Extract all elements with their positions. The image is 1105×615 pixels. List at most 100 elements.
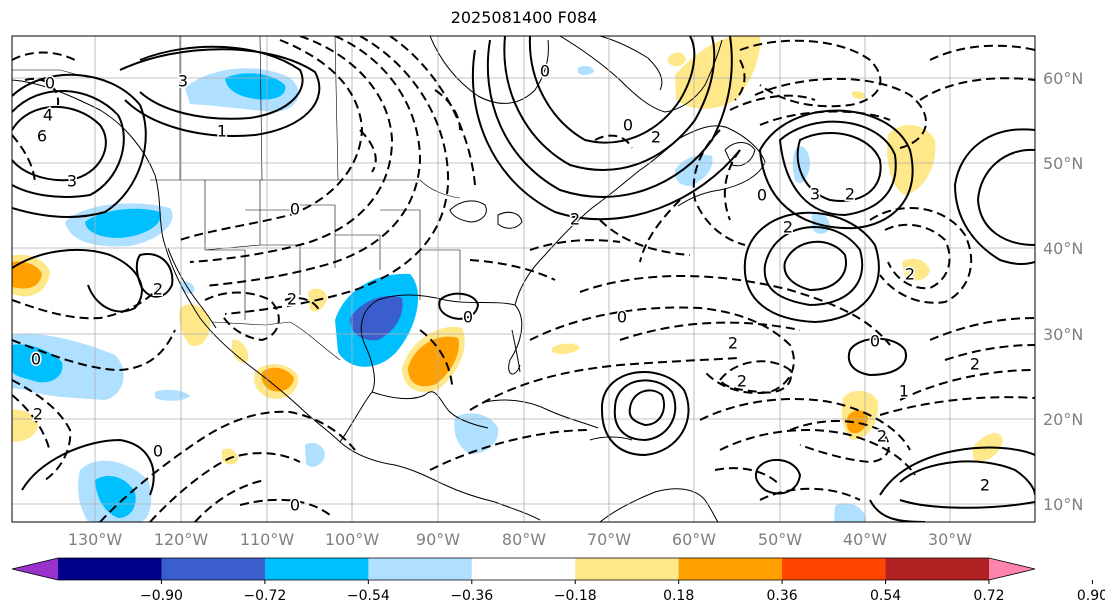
- lat-label: 20°N: [1043, 410, 1083, 429]
- contour-negative: [714, 467, 781, 486]
- shade-negative-core: [85, 208, 161, 238]
- contour-positive: [758, 109, 914, 230]
- contour-negative: [879, 396, 1035, 416]
- coastline-greenland: [599, 36, 663, 91]
- contour-positive: [139, 45, 304, 120]
- colorbar-bin: [678, 558, 783, 580]
- coastline-central-america: [339, 441, 541, 521]
- coastline-hispaniola: [589, 436, 633, 441]
- contour-label: 0: [463, 308, 473, 327]
- contour-label: 0: [540, 62, 550, 81]
- contour-negative: [204, 36, 422, 287]
- lon-label: 120°W: [154, 530, 209, 549]
- contour-positive: [783, 240, 847, 292]
- contour-negative: [419, 329, 453, 386]
- contour-positive: [796, 132, 882, 202]
- coastline-hudson-bay: [429, 36, 549, 104]
- shade-positive-region: [902, 258, 930, 281]
- contour-negative: [869, 207, 973, 304]
- colorbar-tick-label: 0.54: [870, 588, 901, 604]
- colorbar-bin: [575, 558, 680, 580]
- contour-negative: [429, 429, 591, 471]
- contour-label: 0: [45, 74, 55, 93]
- contour-negative: [24, 77, 60, 106]
- contour-positive: [12, 248, 143, 313]
- contour-label: 0: [153, 442, 163, 461]
- contour-negative: [579, 275, 891, 346]
- contour-label: 3: [67, 172, 77, 191]
- coastline-yucatan: [371, 391, 489, 429]
- coastline-east-us: [514, 137, 681, 306]
- colorbar-bin: [885, 558, 990, 580]
- contour-negative: [692, 129, 746, 246]
- colorbar: −0.90 −0.72 −0.54 −0.36 −0.18 0.18 0.36 0.54 0.7…: [11, 557, 1105, 604]
- colorbar-bin: [782, 558, 887, 580]
- coastline-newfoundland: [724, 142, 756, 167]
- coastline-north-america-west: [12, 79, 341, 443]
- coastline-labrador: [559, 36, 723, 113]
- border-us-states: [204, 180, 461, 320]
- shade-negative-region: [454, 413, 499, 454]
- shade-negative-core: [95, 476, 136, 518]
- contour-positive: [743, 211, 880, 324]
- shade-positive-core: [846, 410, 868, 434]
- shade-negative-core: [350, 296, 403, 341]
- contour-negative: [149, 452, 301, 522]
- border-us-canada: [150, 179, 461, 199]
- colorbar-tick-label: −0.72: [243, 588, 286, 604]
- contour-negative: [12, 394, 51, 453]
- contour-positive: [628, 389, 665, 427]
- lat-label: 60°N: [1043, 69, 1083, 88]
- contour-negative: [594, 134, 633, 149]
- shade-positive-region: [675, 36, 761, 109]
- contour-label: 1: [899, 382, 909, 401]
- lon-label: 100°W: [325, 530, 380, 549]
- contour-positive: [12, 90, 125, 198]
- lon-label: 110°W: [240, 530, 295, 549]
- lon-label: 60°W: [672, 530, 716, 549]
- graticule: [12, 36, 1035, 522]
- colorbar-extend-high: [989, 558, 1035, 580]
- contour-negative: [12, 134, 36, 186]
- shade-positive-core: [261, 367, 294, 392]
- contour-negative: [189, 36, 394, 263]
- contour-negative: [599, 219, 691, 256]
- contour-positive: [503, 36, 716, 171]
- lon-label: 50°W: [758, 530, 802, 549]
- contour-negative: [284, 297, 321, 313]
- contour-label: 3: [810, 185, 820, 204]
- contour-negative: [759, 487, 861, 501]
- contour-negative: [899, 369, 1035, 401]
- shade-negative-core: [12, 344, 63, 383]
- contour-negative: [224, 36, 450, 315]
- lon-label: 30°W: [928, 530, 972, 549]
- contour-labels: 0 3 6 4 3 1 0 2 0 0 2 2 0 2 0 2 2 3 2 2 …: [29, 60, 991, 516]
- coastline-canada-east: [677, 125, 766, 207]
- contour-label: 2: [287, 290, 297, 309]
- contour-negative: [619, 321, 801, 341]
- border-us-mexico: [211, 321, 341, 361]
- lat-label: 10°N: [1043, 495, 1083, 514]
- map-frame: [11, 35, 1036, 523]
- map-title: 2025081400 F084: [450, 8, 598, 27]
- contour-negative: [12, 279, 166, 320]
- lon-axis-labels: 130°W 120°W 110°W 100°W 90°W 80°W 70°W 6…: [68, 530, 972, 549]
- contour-positive: [899, 460, 1035, 496]
- lon-label: 130°W: [68, 530, 123, 549]
- shade-negative-core: [225, 73, 286, 100]
- contour-positive: [847, 337, 907, 377]
- contour-negative: [99, 410, 356, 522]
- solid-contours: [12, 36, 1035, 522]
- contour-label: 2: [877, 427, 887, 446]
- coastline-cuba: [484, 399, 599, 429]
- contour-negative: [789, 420, 890, 464]
- contour-label: 2: [783, 218, 793, 237]
- contour-label: 4: [43, 106, 53, 125]
- contour-label: 2: [905, 265, 915, 284]
- shaded-anomalies: [12, 36, 1003, 522]
- colorbar-extend-low: [12, 558, 58, 580]
- colorbar-outline: [11, 557, 1036, 581]
- shade-positive-region: [12, 409, 38, 442]
- lon-label: 80°W: [502, 530, 546, 549]
